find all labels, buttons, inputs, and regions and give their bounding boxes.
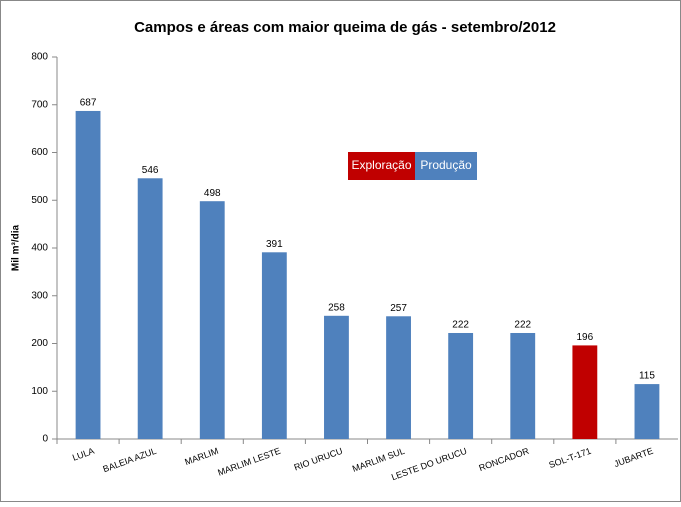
bar [634, 384, 660, 439]
data-label: 391 [266, 239, 283, 250]
data-label: 257 [390, 303, 407, 314]
y-tick-label: 400 [31, 243, 48, 254]
legend-box [415, 152, 477, 180]
legend-label: Produção [420, 158, 472, 172]
data-label: 258 [328, 302, 345, 313]
bar [448, 332, 474, 439]
y-tick-label: 800 [31, 52, 48, 63]
bar [324, 315, 349, 439]
y-tick-label: 300 [31, 290, 48, 301]
bar [510, 332, 536, 439]
bar [75, 110, 101, 440]
y-tick-label: 700 [31, 99, 48, 110]
bar [137, 178, 163, 439]
legend-box [348, 152, 415, 180]
data-label: 196 [577, 332, 594, 343]
data-label: 222 [452, 320, 469, 331]
bar [199, 201, 225, 439]
data-label: 498 [204, 188, 221, 199]
y-tick-label: 100 [31, 386, 48, 397]
data-label: 687 [80, 98, 97, 109]
data-label: 115 [639, 371, 655, 382]
chart-title: Campos e áreas com maior queima de gás -… [134, 19, 556, 36]
legend-label: Exploração [351, 158, 411, 172]
y-tick-label: 200 [31, 338, 48, 349]
bar [261, 252, 287, 439]
y-tick-label: 600 [31, 147, 48, 158]
bar [386, 316, 411, 439]
y-tick-label: 0 [42, 434, 48, 445]
data-label: 546 [142, 165, 159, 176]
bar [572, 345, 598, 439]
data-label: 222 [514, 320, 531, 331]
y-tick-label: 500 [31, 195, 48, 206]
y-axis-label: Mil m³/dia [11, 225, 22, 272]
